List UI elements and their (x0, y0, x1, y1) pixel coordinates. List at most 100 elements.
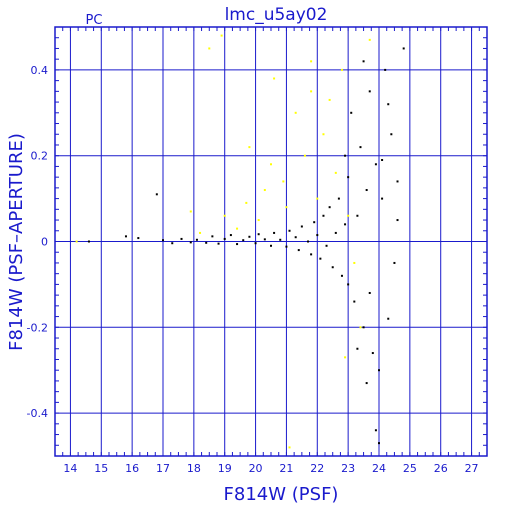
grid (54, 26, 488, 457)
black-data-point (402, 47, 405, 50)
black-data-point (313, 221, 316, 224)
yellow-data-point (288, 446, 291, 449)
yellow-data-point (75, 240, 78, 243)
black-data-point (316, 234, 319, 237)
black-data-point (217, 242, 220, 245)
x-tick-label: 26 (434, 462, 448, 475)
black-data-point (353, 300, 356, 303)
yellow-data-point (270, 163, 272, 166)
yellow-data-point (334, 171, 337, 174)
black-data-point (381, 197, 384, 200)
x-tick-label: 27 (465, 462, 479, 475)
black-data-point (378, 442, 380, 445)
black-data-point (350, 111, 353, 114)
yellow-data-point (303, 154, 306, 157)
yellow-data-point (273, 77, 276, 80)
black-data-point (279, 238, 282, 241)
black-data-point (257, 233, 260, 236)
black-data-point (331, 266, 334, 269)
x-tick-label: 20 (249, 462, 263, 475)
yellow-data-point (236, 227, 239, 230)
black-data-point (390, 133, 393, 136)
y-tick-label: -0.4 (27, 407, 48, 420)
yellow-data-point (189, 210, 192, 213)
black-data-point (195, 238, 198, 241)
yellow-data-point (316, 197, 319, 200)
tick-labels: 14 15 16 17 18 19 20 21 22 23 24 25 26 27 -0.4 -0.2 0 0.2… (27, 64, 479, 475)
black-data-point (368, 291, 371, 294)
yellow-data-point (340, 68, 343, 71)
yellow-data-point (248, 146, 251, 149)
black-data-point (270, 244, 272, 247)
chart-title: lmc_u5ay02 (225, 5, 328, 25)
corner-label: PC (86, 13, 103, 28)
x-tick-label: 15 (94, 462, 108, 475)
black-data-point (340, 274, 343, 277)
black-data-point (374, 429, 377, 432)
black-data-point (223, 237, 226, 240)
black-data-point (322, 214, 325, 217)
black-data-point (359, 146, 362, 149)
black-data-point (328, 206, 331, 209)
yellow-data-point (282, 180, 285, 183)
y-axis-label: F814W (PSF–APERTURE) (6, 133, 27, 351)
black-data-point (344, 223, 347, 226)
black-data-point (137, 237, 140, 240)
x-tick-label: 19 (218, 462, 232, 475)
x-tick-label: 23 (341, 462, 355, 475)
black-data-point (337, 197, 340, 200)
yellow-data-point (310, 60, 313, 63)
black-data-point (310, 253, 313, 256)
y-tick-label: 0 (41, 236, 48, 249)
black-data-point (273, 231, 276, 234)
black-data-point (381, 158, 384, 161)
black-data-point (365, 189, 368, 192)
black-data-point (236, 243, 239, 246)
y-tick-label: -0.2 (27, 321, 48, 334)
yellow-data-point (285, 206, 288, 209)
black-data-point (347, 176, 350, 179)
black-data-point (334, 231, 337, 234)
black-data-point (229, 234, 232, 237)
yellow-data-point (263, 189, 266, 192)
yellow-data-point (199, 231, 202, 234)
yellow-data-point (223, 214, 226, 217)
black-data-point (242, 239, 245, 242)
black-data-point (300, 225, 303, 228)
black-data-point (368, 90, 371, 93)
black-data-point (285, 245, 288, 248)
yellow-data-point (294, 111, 297, 114)
x-tick-label: 14 (63, 462, 77, 475)
black-data-point (171, 242, 174, 245)
x-tick-label: 25 (403, 462, 417, 475)
black-data-point (384, 68, 387, 71)
black-data-point (297, 249, 300, 252)
black-data-point (319, 257, 322, 260)
black-data-point (307, 240, 310, 243)
black-data-point (254, 242, 257, 245)
black-data-point (294, 236, 297, 239)
black-data-point (396, 219, 399, 222)
x-axis-label: F814W (PSF) (224, 484, 339, 505)
black-data-point (356, 347, 359, 350)
black-data-point (371, 352, 374, 355)
y-tick-label: 0.2 (31, 150, 49, 163)
yellow-data-point (347, 214, 350, 217)
black-data-point (288, 229, 291, 232)
yellow-data-point (208, 47, 211, 50)
x-tick-label: 21 (279, 462, 293, 475)
black-data-point (180, 237, 183, 240)
yellow-data-point (220, 34, 223, 37)
yellow-data-point (344, 356, 347, 359)
black-data-point (248, 235, 251, 238)
yellow-data-point (353, 261, 356, 264)
black-data-point (378, 369, 380, 372)
black-data-point (396, 180, 399, 183)
x-tick-label: 16 (125, 462, 139, 475)
yellow-data-point (322, 133, 325, 136)
yellow-data-point (310, 90, 313, 93)
black-data-point (362, 326, 365, 329)
data-points (75, 34, 405, 449)
black-data-point (263, 238, 266, 241)
